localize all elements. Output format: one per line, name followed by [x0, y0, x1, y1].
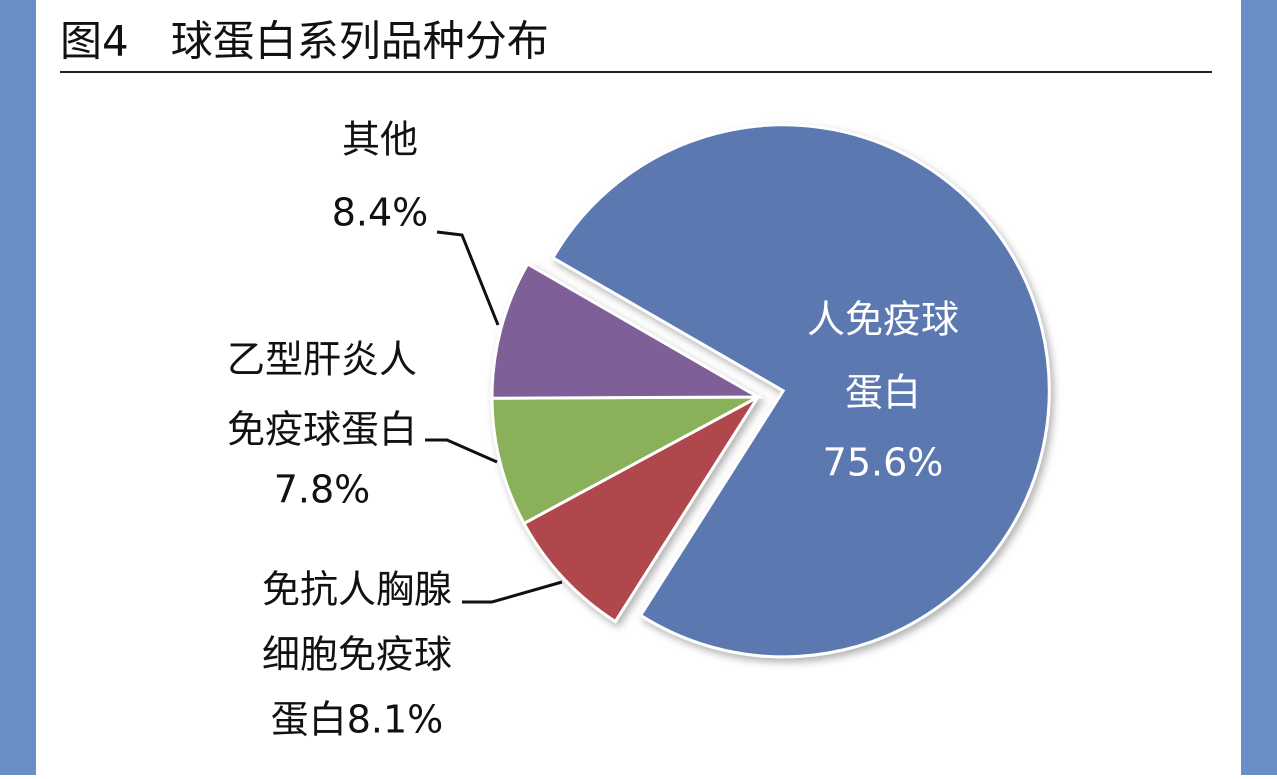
slice-label: 75.6% [823, 441, 944, 485]
slice-label: 人免疫球 [807, 298, 959, 342]
slice-label: 蛋白8.1% [271, 698, 444, 742]
leader-line [425, 438, 498, 464]
chart-title: 图4 球蛋白系列品种分布 [60, 17, 549, 66]
pie-slice [490, 261, 764, 400]
slice-label: 免疫球蛋白 [227, 408, 417, 452]
pie-slice [490, 395, 759, 526]
border-left [0, 0, 36, 775]
border-right [1241, 0, 1277, 775]
pie-slice [550, 123, 1051, 659]
pie-slice [521, 392, 763, 624]
pie [490, 123, 1051, 659]
slice-label: 乙型肝炎人 [227, 338, 417, 382]
slice-label: 细胞免疫球 [262, 633, 452, 677]
slice-label: 其他 [342, 118, 418, 162]
slice-label: 7.8% [274, 468, 371, 512]
slice-label: 免抗人胸腺 [262, 568, 452, 612]
slice-label: 8.4% [332, 191, 429, 235]
leader-line [436, 230, 500, 326]
slice-label: 蛋白 [845, 371, 921, 415]
leader-line [462, 580, 563, 604]
